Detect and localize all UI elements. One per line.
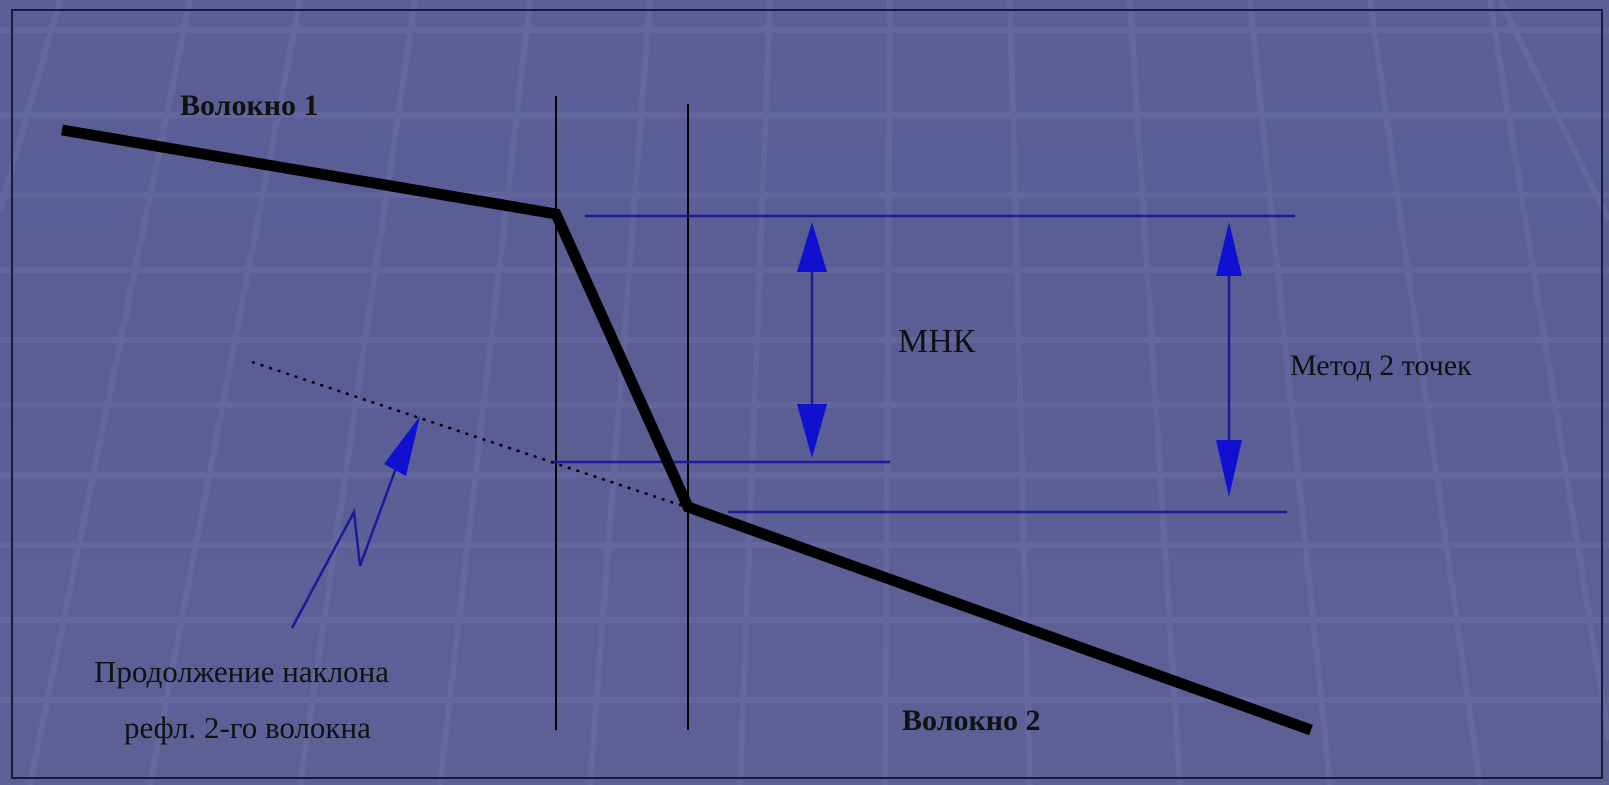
mnk-dimension-arrow — [797, 222, 827, 458]
mnk-label: МНК — [898, 323, 976, 360]
reflectogram-trace — [61, 124, 1313, 736]
two-point-dimension-arrow — [1216, 222, 1242, 497]
diagram-frame — [11, 9, 1603, 779]
fiber1-label: Волокно 1 — [180, 89, 319, 122]
fiber2-label: Волокно 2 — [902, 704, 1041, 737]
continuation-pointer-arrow — [290, 416, 420, 629]
continuation-label-line2: рефл. 2-го волокна — [124, 710, 371, 745]
two-point-method-label: Метод 2 точек — [1290, 349, 1472, 382]
continuation-label-line1: Продолжение наклона — [94, 654, 389, 689]
